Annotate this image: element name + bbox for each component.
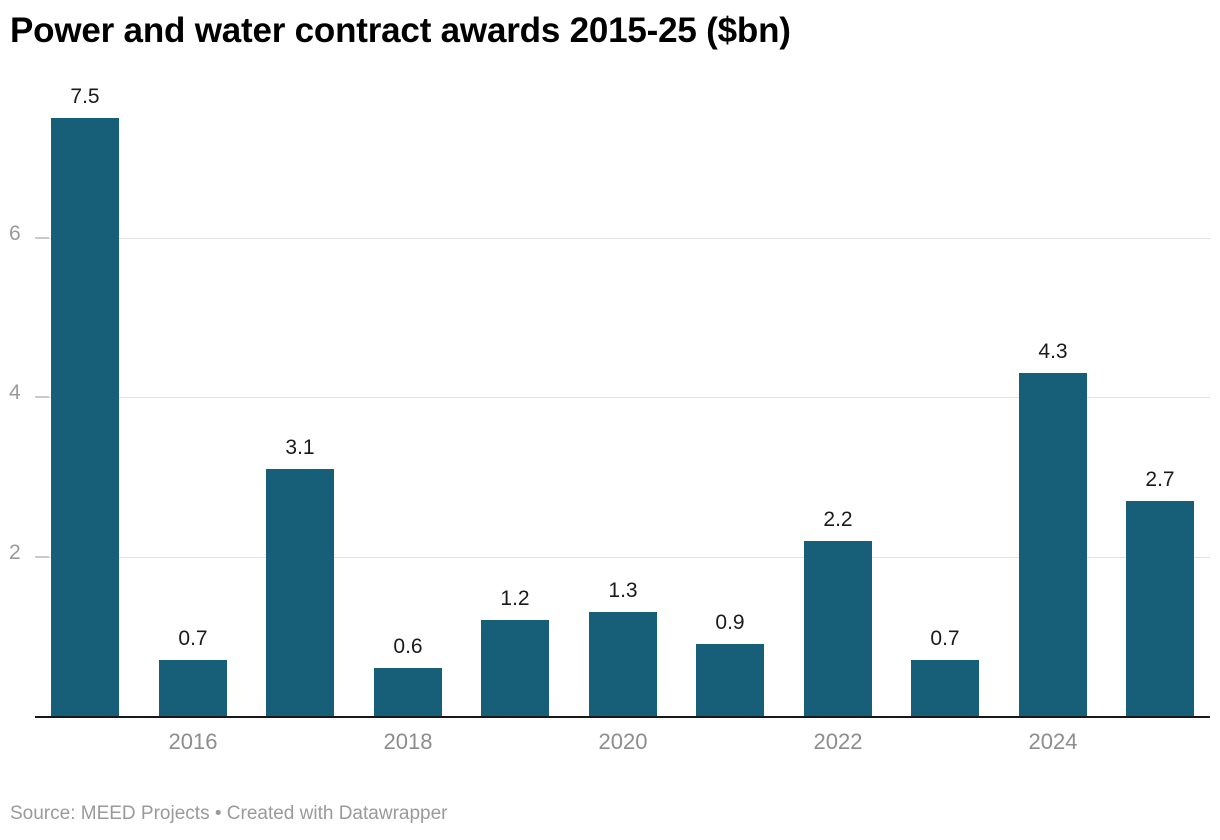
x-axis-tick-label: 2016 xyxy=(168,729,218,754)
bar-value-label: 4.3 xyxy=(1038,340,1068,363)
bar-value-label: 2.2 xyxy=(823,508,853,531)
bar-2021[interactable] xyxy=(696,644,764,716)
x-axis-tick-label: 2024 xyxy=(1028,729,1078,754)
gridline xyxy=(35,397,1210,398)
chart-title: Power and water contract awards 2015-25 … xyxy=(10,11,791,50)
bar-value-label: 0.9 xyxy=(715,611,745,634)
y-axis-tick-label: 2 xyxy=(9,541,21,564)
bar-2025[interactable] xyxy=(1126,501,1194,716)
bar-value-label: 3.1 xyxy=(285,436,315,459)
y-axis-tick-mark xyxy=(35,556,49,558)
bar-2022[interactable] xyxy=(804,541,872,716)
bar-2016[interactable] xyxy=(159,660,227,716)
gridline xyxy=(35,557,1210,558)
bar-value-label: 1.2 xyxy=(500,587,530,610)
x-axis-tick-label: 2022 xyxy=(813,729,863,754)
bar-value-label: 7.5 xyxy=(70,85,100,108)
source-note: Source: MEED Projects • Created with Dat… xyxy=(10,803,448,824)
bar-2015[interactable] xyxy=(51,118,119,716)
y-axis-tick-label: 4 xyxy=(9,381,21,404)
bar-value-label: 0.7 xyxy=(930,627,960,650)
bar-value-label: 1.3 xyxy=(608,579,638,602)
y-axis-tick-label: 6 xyxy=(9,222,21,245)
y-axis-tick-mark xyxy=(35,396,49,398)
y-axis-tick-mark xyxy=(35,237,49,239)
x-axis-tick-label: 2020 xyxy=(598,729,648,754)
bar-value-label: 2.7 xyxy=(1145,468,1175,491)
bar-2017[interactable] xyxy=(266,469,334,716)
x-axis-line xyxy=(35,716,1210,718)
bar-2019[interactable] xyxy=(481,620,549,716)
bar-2018[interactable] xyxy=(374,668,442,716)
bar-value-label: 0.7 xyxy=(178,627,208,650)
bar-2023[interactable] xyxy=(911,660,979,716)
gridline xyxy=(35,238,1210,239)
bar-2020[interactable] xyxy=(589,612,657,716)
bar-2024[interactable] xyxy=(1019,373,1087,716)
bar-value-label: 0.6 xyxy=(393,635,423,658)
x-axis-tick-label: 2018 xyxy=(383,729,433,754)
